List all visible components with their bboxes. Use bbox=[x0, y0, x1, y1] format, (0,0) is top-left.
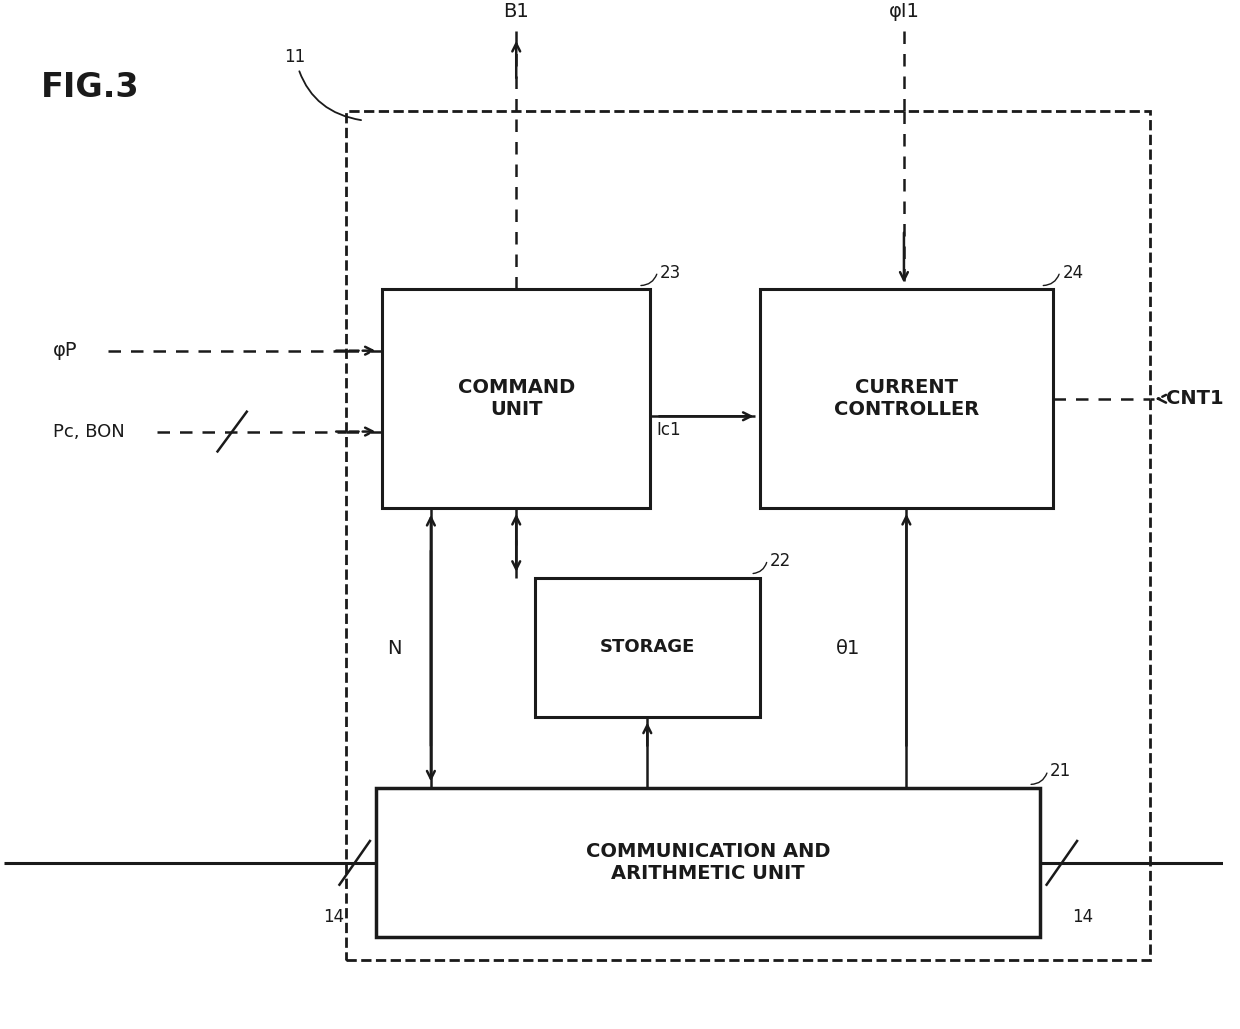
Text: B1: B1 bbox=[503, 2, 529, 22]
Text: 14: 14 bbox=[322, 908, 343, 925]
Text: 22: 22 bbox=[770, 552, 791, 570]
Text: 21: 21 bbox=[1050, 762, 1071, 780]
Bar bbox=[534, 577, 760, 717]
Text: CURRENT
CONTROLLER: CURRENT CONTROLLER bbox=[833, 379, 980, 419]
Text: Ic1: Ic1 bbox=[656, 421, 681, 439]
Text: 24: 24 bbox=[1063, 263, 1084, 282]
Bar bbox=[376, 788, 1040, 937]
Text: φI1: φI1 bbox=[889, 2, 919, 22]
Text: CNT1: CNT1 bbox=[1166, 389, 1224, 409]
Bar bbox=[760, 289, 1053, 508]
Text: 14: 14 bbox=[1073, 908, 1094, 925]
Text: 11: 11 bbox=[285, 48, 361, 120]
Text: θ1: θ1 bbox=[836, 639, 861, 658]
Text: COMMAND
UNIT: COMMAND UNIT bbox=[458, 379, 575, 419]
Text: N: N bbox=[387, 639, 402, 658]
Text: Pc, BON: Pc, BON bbox=[53, 423, 125, 440]
Text: STORAGE: STORAGE bbox=[600, 638, 694, 657]
Bar bbox=[382, 289, 650, 508]
Text: 23: 23 bbox=[660, 263, 681, 282]
Text: COMMUNICATION AND
ARITHMETIC UNIT: COMMUNICATION AND ARITHMETIC UNIT bbox=[587, 843, 831, 883]
Text: FIG.3: FIG.3 bbox=[41, 71, 139, 104]
Bar bbox=[346, 110, 1151, 960]
Text: φP: φP bbox=[53, 342, 77, 360]
